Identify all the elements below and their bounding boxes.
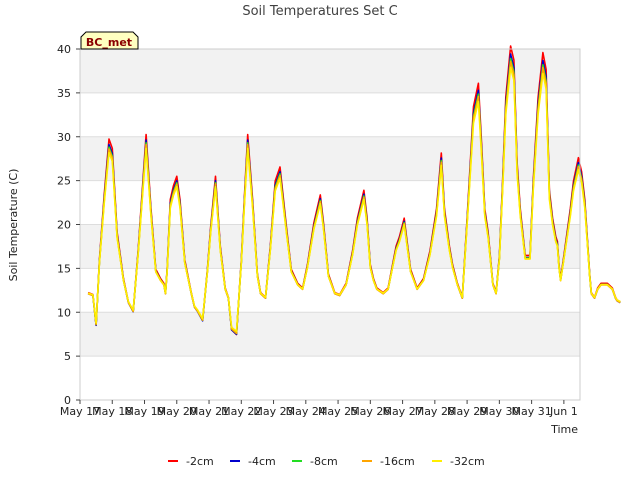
y-tick-label: 10 [57,306,71,319]
y-tick-label: 30 [57,131,71,144]
legend-label: -32cm [450,455,485,468]
x-tick-label: May 18 [92,405,132,418]
background-band [80,49,580,93]
y-tick-label: 15 [57,262,71,275]
y-tick-label: 5 [64,350,71,363]
x-tick-label: May 21 [189,405,229,418]
background-bands [80,49,580,357]
series-line-minus-32cm [87,66,621,333]
y-tick-label: 0 [64,394,71,407]
background-band [80,136,580,181]
series-line-minus-16cm [87,60,621,335]
x-tick-label: May 24 [286,405,326,418]
y-axis-ticks: 0 5 10 15 20 25 30 35 40 [57,43,80,407]
legend: -2cm -4cm -8cm -16cm -32cm [168,455,485,468]
x-tick-label: May 27 [382,405,422,418]
station-label-badge: BC_met [80,31,139,50]
y-tick-label: 20 [57,219,71,232]
legend-label: -8cm [310,455,338,468]
legend-label: -4cm [248,455,276,468]
series-lines [87,45,621,336]
background-band [80,224,580,269]
station-label-text: BC_met [86,36,132,49]
y-tick-label: 40 [57,43,71,56]
station-label-box [80,31,139,50]
legend-label: -2cm [186,455,214,468]
gridlines [80,48,580,401]
x-tick-label: May 29 [447,405,487,418]
x-tick-label: May 26 [350,405,390,418]
x-tick-label: May 23 [253,405,293,418]
chart-title: Soil Temperatures Set C [242,4,397,19]
x-tick-label: May 20 [157,405,197,418]
x-tick-label: May 17 [60,405,100,418]
x-tick-label: May 22 [221,405,261,418]
x-axis-label: Time [550,423,578,436]
x-tick-label: May 25 [318,405,358,418]
x-tick-label: May 28 [415,405,455,418]
y-axis-label: Soil Temperature (C) [7,169,20,282]
y-tick-label: 25 [57,175,71,188]
x-tick-label: May 19 [124,405,164,418]
y-tick-label: 35 [57,87,71,100]
legend-label: -16cm [380,455,415,468]
background-band [80,312,580,357]
x-tick-label: May 30 [479,405,519,418]
x-tick-label: May 31 [511,405,551,418]
x-tick-label: Jun 1 [549,405,578,418]
